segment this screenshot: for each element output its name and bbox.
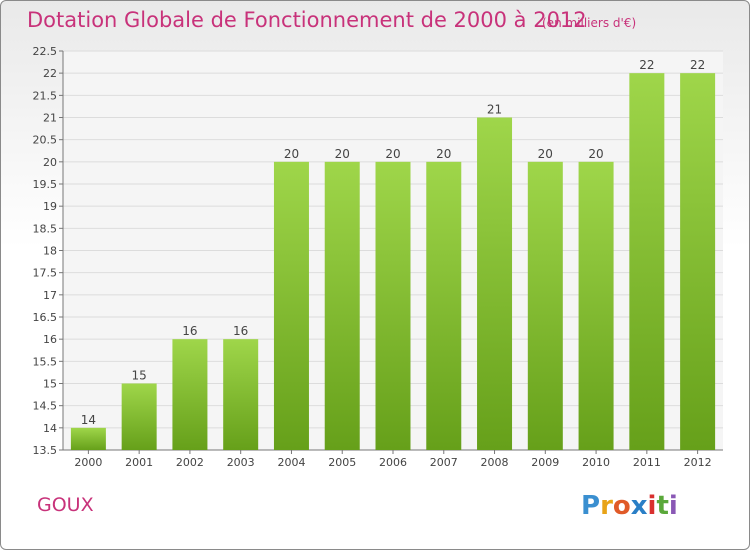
proxiti-logo: Proxiti (581, 491, 678, 521)
data-label: 20 (436, 147, 451, 161)
y-tick-label: 14 (43, 422, 57, 435)
data-label: 16 (233, 324, 248, 338)
x-tick-label: 2000 (74, 456, 102, 469)
y-tick-label: 17 (43, 289, 57, 302)
logo-letter: i (647, 491, 657, 521)
y-tick-label: 19 (43, 200, 57, 213)
bars (70, 73, 716, 451)
x-tick-label: 2002 (176, 456, 204, 469)
y-tick-label: 20.5 (33, 134, 58, 147)
y-tick-label: 16.5 (33, 311, 58, 324)
x-tick-label: 2010 (582, 456, 610, 469)
bar-2010 (578, 161, 614, 451)
bar-2005 (324, 161, 360, 451)
bar-2003 (223, 339, 259, 450)
logo-letter: t (656, 491, 669, 521)
x-tick-label: 2008 (481, 456, 509, 469)
y-tick-label: 21 (43, 112, 57, 125)
bar-2000 (70, 427, 106, 450)
data-label: 20 (385, 147, 400, 161)
x-tick-label: 2011 (633, 456, 661, 469)
y-tick-label: 18 (43, 245, 57, 258)
logo-letter: i (668, 491, 678, 521)
logo-letter: x (630, 491, 648, 521)
bar-2002 (172, 339, 208, 450)
bar-2007 (426, 161, 462, 451)
y-tick-label: 15 (43, 378, 57, 391)
logo-letter: o (612, 491, 631, 521)
x-tick-label: 2006 (379, 456, 407, 469)
logo-letter: P (581, 491, 601, 521)
data-label: 16 (182, 324, 197, 338)
x-tick-label: 2003 (227, 456, 255, 469)
data-label: 20 (335, 147, 350, 161)
y-tick-label: 19.5 (33, 178, 58, 191)
y-tick-label: 15.5 (33, 355, 58, 368)
data-label: 22 (639, 58, 654, 72)
x-tick-label: 2001 (125, 456, 153, 469)
data-label: 21 (487, 103, 502, 117)
bar-2009 (527, 161, 563, 451)
y-tick-label: 13.5 (33, 444, 58, 457)
bar-2001 (121, 383, 157, 450)
bar-2006 (375, 161, 411, 451)
y-tick-label: 16 (43, 333, 57, 346)
data-label: 20 (588, 147, 603, 161)
data-label: 15 (132, 369, 147, 383)
bar-2004 (273, 161, 309, 451)
y-tick-label: 18.5 (33, 222, 58, 235)
x-tick-labels: 2000 2001 2002 2003 2004 2005 2006 2007 2008 2009… (74, 456, 711, 469)
y-tick-label: 17.5 (33, 267, 58, 280)
data-label: 20 (538, 147, 553, 161)
bar-2012 (680, 73, 716, 451)
commune-name: GOUX (37, 494, 94, 516)
bar-2011 (629, 73, 665, 451)
y-tick-label: 14.5 (33, 400, 58, 413)
y-tick-label: 21.5 (33, 89, 58, 102)
data-label: 14 (81, 413, 96, 427)
y-tick-label: 20 (43, 156, 57, 169)
data-labels: 14 15 16 16 20 20 20 20 21 20 20 22 22 (81, 58, 706, 427)
x-tick-label: 2004 (277, 456, 305, 469)
x-tick-label: 2009 (531, 456, 559, 469)
bar-2008 (477, 117, 513, 450)
data-label: 22 (690, 58, 705, 72)
x-tick-label: 2007 (430, 456, 458, 469)
logo-letter: r (600, 491, 613, 521)
x-tick-label: 2012 (684, 456, 712, 469)
chart-title: Dotation Globale de Fonctionnement de 20… (27, 8, 587, 32)
y-tick-label: 22 (43, 67, 57, 80)
y-tick-labels: 13.5 14 14.5 15 15.5 16 16.5 17 17.5 18 18.5 19 19.5… (33, 45, 58, 457)
data-label: 20 (284, 147, 299, 161)
chart-subtitle: (en milliers d'€) (542, 16, 637, 30)
y-tick-label: 22.5 (33, 45, 58, 58)
x-tick-label: 2005 (328, 456, 356, 469)
